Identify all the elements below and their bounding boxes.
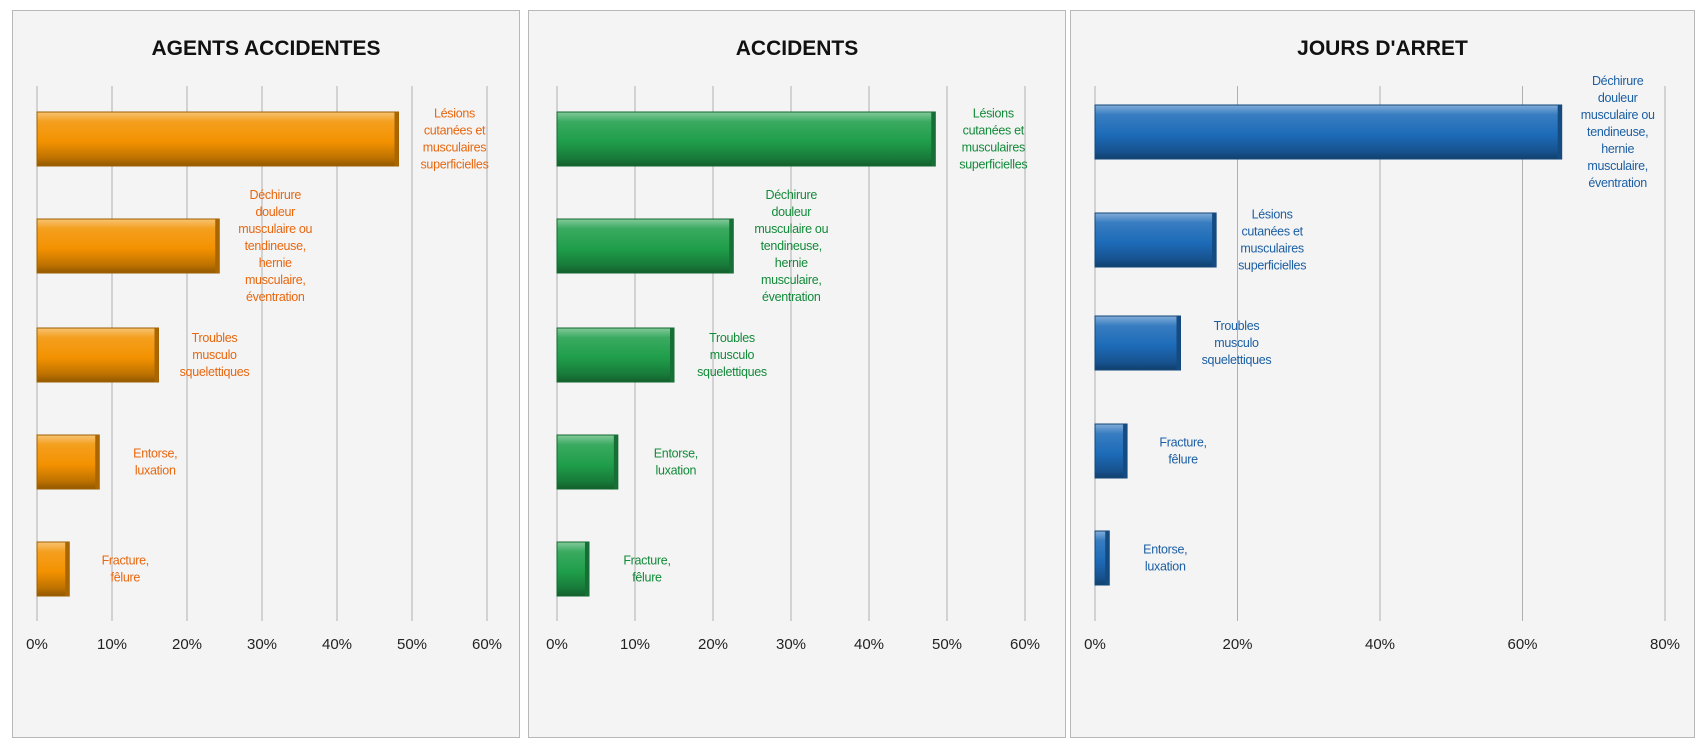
x-tick-label: 0% [1084,636,1106,653]
x-tick-label: 40% [322,636,352,653]
x-tick-label: 20% [1222,636,1252,653]
bar [556,434,619,490]
x-tick-label: 40% [1365,636,1395,653]
x-tick-label: 20% [172,636,202,653]
chart-canvas: 0% 20% 40% 60% 80% Déchirure douleur musculaire… [1084,74,1680,653]
x-tick-label: 80% [1650,636,1680,653]
bar-edge [931,112,936,166]
bar-edge [154,328,159,382]
bar [36,218,220,274]
bar-label: Fracture, fêlure [1159,436,1206,467]
chart-title: JOURS D'ARRET [1297,37,1468,60]
bar-label: Lésions cutanées et musculaires superficiel… [1238,208,1306,273]
bar-edge [95,435,100,489]
chart-canvas: 0% 10% 20% 30% 40% 50% 60% Lésions cutanées et mu… [26,86,502,653]
chart-canvas: 0% 10% 20% 30% 40% 50% 60% Lésions cutanées et mu… [546,86,1040,653]
bar-label: Entorse, luxation [1143,543,1187,574]
bar [36,541,70,597]
bar-label: Déchirure douleur musculaire ou tendineuse,… [1581,74,1655,190]
bar-label: Entorse, luxation [133,447,177,478]
x-tick-label: 10% [620,636,650,653]
x-tick-label: 0% [546,636,568,653]
chart-panel-accidents: ACCIDENTS 0% 10% 20% 30% 40% 50% 60% Lésions cut… [528,10,1066,738]
bar-label: Fracture, fêlure [102,554,149,585]
x-tick-label: 20% [698,636,728,653]
chart-panel-agents: AGENTS ACCIDENTES 0% 10% 20% 30% 40% 50% 60% Lé… [12,10,520,738]
chart-title: AGENTS ACCIDENTES [151,37,381,60]
bar-label: Troubles musculo squelettiques [180,331,250,379]
x-tick-label: 50% [932,636,962,653]
x-tick-label: 60% [1010,636,1040,653]
bar-edge [1557,105,1562,159]
bar-label: Troubles musculo squelettiques [697,331,767,379]
bar [556,111,936,167]
bar-label: Entorse, luxation [654,447,698,478]
bar [36,434,100,490]
bar-edge [1212,213,1217,267]
x-tick-label: 60% [1507,636,1537,653]
bar-label: Troubles musculo squelettiques [1202,319,1272,367]
x-tick-label: 0% [26,636,48,653]
x-tick-label: 50% [397,636,427,653]
bar [556,327,675,383]
bar-label: Lésions cutanées et musculaires superficiel… [959,107,1027,172]
chart-title: ACCIDENTS [735,37,859,60]
bar [556,541,590,597]
bar-label: Déchirure douleur musculaire ou tendineuse,… [238,188,312,304]
bar-edge [215,219,220,273]
x-tick-label: 10% [97,636,127,653]
bar [1094,104,1563,160]
bar-edge [65,542,70,596]
bar [1094,423,1128,479]
bar-edge [613,435,618,489]
bar-edge [394,112,399,166]
x-tick-label: 30% [247,636,277,653]
chart-panel-jours-arret: JOURS D'ARRET 0% 20% 40% 60% 80% Déchirure dou… [1070,10,1695,738]
bar-label: Lésions cutanées et musculaires superficiel… [420,107,488,172]
x-tick-label: 60% [472,636,502,653]
bar-label: Déchirure douleur musculaire ou tendineuse,… [754,188,828,304]
bar-edge [584,542,589,596]
bar [36,327,159,383]
bar [556,218,734,274]
x-tick-label: 40% [854,636,884,653]
bar-edge [729,219,734,273]
bar [36,111,399,167]
bar-edge [1105,531,1110,585]
bar-edge [1123,424,1128,478]
x-tick-label: 30% [776,636,806,653]
bar [1094,315,1181,371]
bar-label: Fracture, fêlure [623,554,670,585]
bar-edge [1176,316,1181,370]
bar-edge [670,328,674,382]
bar [1094,212,1217,268]
